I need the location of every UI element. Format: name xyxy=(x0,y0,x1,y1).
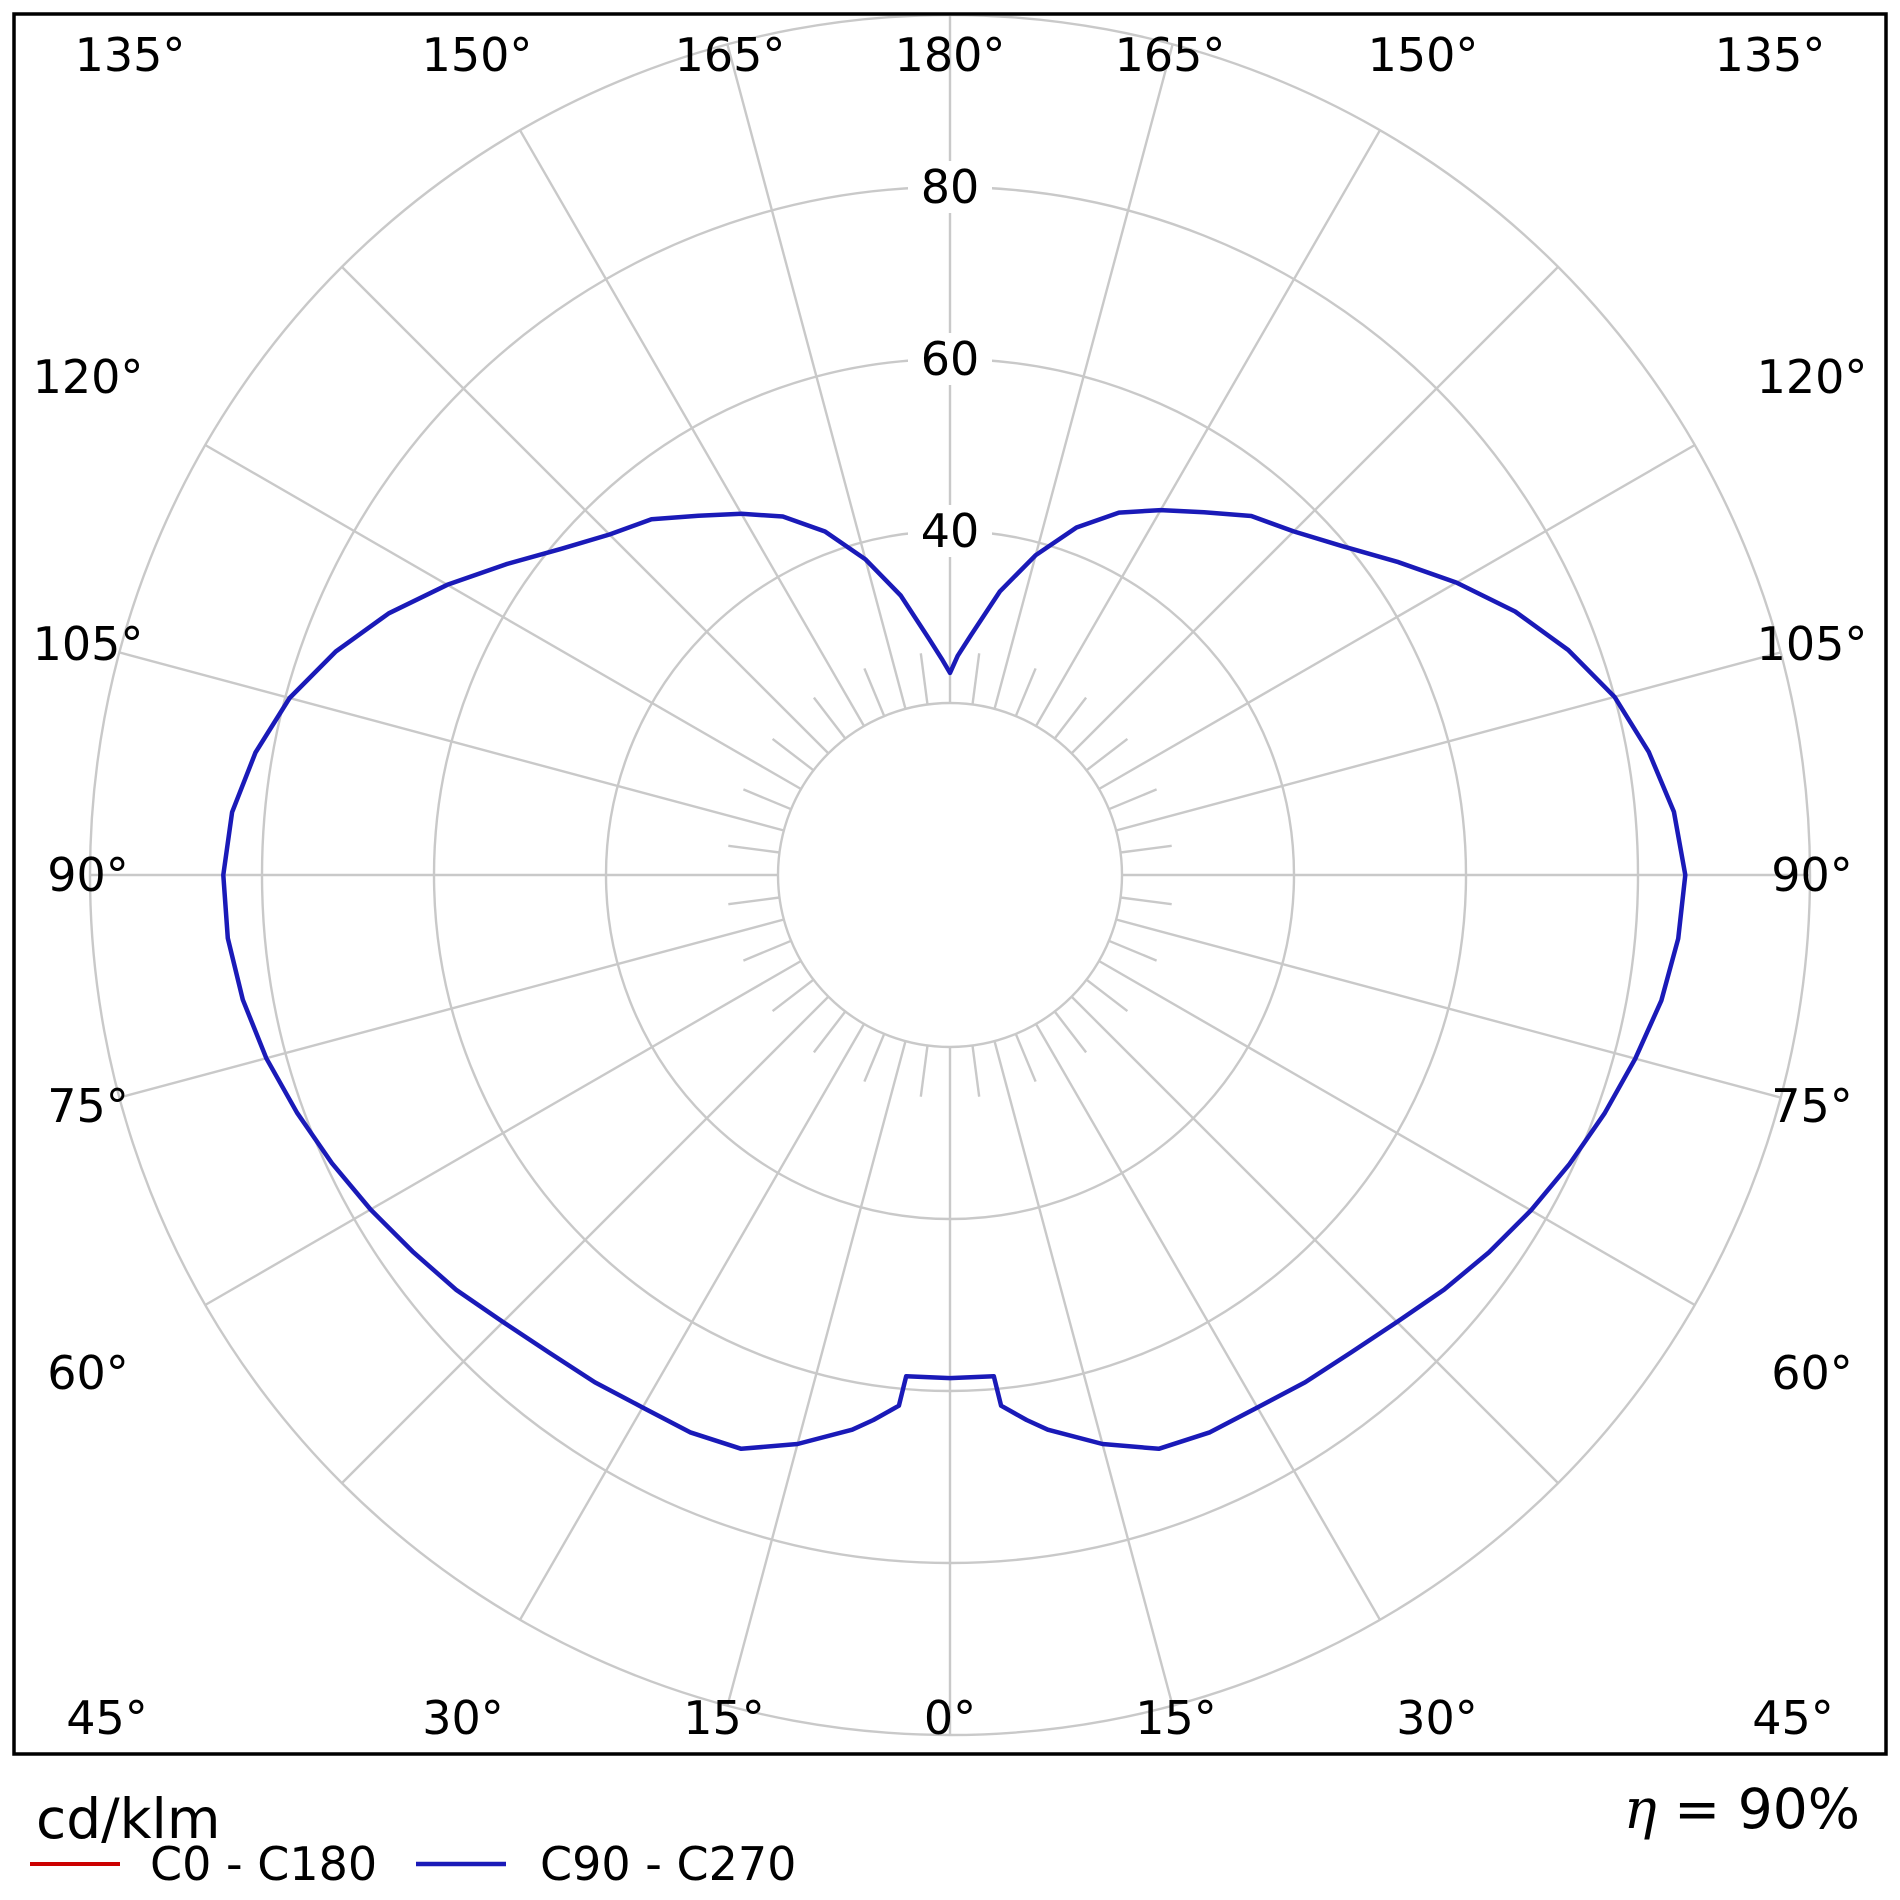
grid-ray xyxy=(726,1040,907,1707)
grid-ray xyxy=(341,266,830,755)
grid-ray-minor xyxy=(1053,1010,1088,1054)
grid-ray-minor xyxy=(971,653,981,705)
angle-label-90°: 90° xyxy=(47,848,129,902)
grid-ray-minor xyxy=(919,1045,929,1097)
grid-ray-minor xyxy=(1014,1033,1037,1083)
grid-ray xyxy=(118,651,785,832)
grid-ray xyxy=(1115,918,1782,1099)
grid-ray-minor xyxy=(728,844,780,854)
grid-ray xyxy=(993,1040,1174,1707)
angle-label-60°: 60° xyxy=(47,1346,129,1400)
angle-label-180°: 180° xyxy=(895,28,1006,82)
legend-label-c0-c180: C0 - C180 xyxy=(150,1837,377,1891)
plot-border xyxy=(12,12,1888,1756)
efficiency-label: η = 90% xyxy=(1624,1777,1860,1841)
grid-ray-minor xyxy=(1085,978,1129,1013)
angle-label-45°: 45° xyxy=(1752,1691,1834,1745)
angle-label-75°: 75° xyxy=(1771,1079,1853,1133)
eta-symbol: η xyxy=(1624,1777,1657,1841)
grid-ray-minor xyxy=(1120,896,1172,906)
grid-ray-minor xyxy=(1108,939,1158,962)
grid-ray-minor xyxy=(1053,696,1088,740)
grid-ray xyxy=(993,43,1174,710)
grid-ray xyxy=(1115,651,1782,832)
angle-label-150°: 150° xyxy=(1368,28,1479,82)
angle-label-105°: 105° xyxy=(1757,617,1868,671)
grid-ray-minor xyxy=(728,896,780,906)
tick-label-mask xyxy=(908,161,992,213)
angle-label-30°: 30° xyxy=(422,1691,504,1745)
grid-ray xyxy=(118,918,785,1099)
grid-ray xyxy=(341,995,830,1484)
angle-label-90°: 90° xyxy=(1771,848,1853,902)
grid-ray-minor xyxy=(971,1045,981,1097)
angle-label-165°: 165° xyxy=(1115,28,1226,82)
radial-tick-label-60: 60 xyxy=(921,332,980,386)
units-label: cd/klm xyxy=(36,1787,220,1851)
grid-ray-minor xyxy=(742,939,792,962)
angle-label-135°: 135° xyxy=(1715,28,1826,82)
grid-ray xyxy=(726,43,907,710)
grid-ray xyxy=(1034,129,1382,727)
angle-label-60°: 60° xyxy=(1771,1346,1853,1400)
grid-ray-minor xyxy=(863,667,886,717)
radial-tick-label-40: 40 xyxy=(921,504,980,558)
angle-label-120°: 120° xyxy=(33,350,144,404)
angle-label-75°: 75° xyxy=(47,1079,129,1133)
grid-ray-minor xyxy=(812,696,847,740)
angle-label-120°: 120° xyxy=(1757,350,1868,404)
angle-label-30°: 30° xyxy=(1396,1691,1478,1745)
angle-label-165°: 165° xyxy=(675,28,786,82)
legend: C0 - C180 C90 - C270 xyxy=(30,1837,796,1891)
grid-ray xyxy=(204,443,802,791)
grid-ray xyxy=(1070,995,1559,1484)
angle-label-15°: 15° xyxy=(683,1691,765,1745)
eta-value: = 90% xyxy=(1657,1777,1860,1841)
grid-ray-minor xyxy=(1108,788,1158,811)
grid-ray-minor xyxy=(812,1010,847,1054)
radial-tick-labels: 40 60 80 xyxy=(908,160,992,558)
grid-ray-minor xyxy=(771,737,815,772)
grid-ray xyxy=(204,959,802,1307)
angle-labels: 0° 15° 15° 30° 30° 45° 45° 60° 60° 75° 75° 90° 90° 10… xyxy=(33,28,1868,1745)
angle-label-45°: 45° xyxy=(66,1691,148,1745)
curve-c90-c270 xyxy=(221,507,1688,1452)
grid-ray-minor xyxy=(1014,667,1037,717)
angle-label-15°: 15° xyxy=(1135,1691,1217,1745)
radial-tick-label-80: 80 xyxy=(921,160,980,214)
angle-label-105°: 105° xyxy=(33,617,144,671)
angle-label-135°: 135° xyxy=(75,28,186,82)
grid-ray-minor xyxy=(771,978,815,1013)
tick-label-mask xyxy=(908,333,992,385)
grid-ray xyxy=(1098,443,1696,791)
angle-label-0°: 0° xyxy=(924,1691,976,1745)
grid-ray-minor xyxy=(863,1033,886,1083)
grid-ray xyxy=(518,129,866,727)
legend-label-c90-c270: C90 - C270 xyxy=(540,1837,796,1891)
grid-ray xyxy=(1070,266,1559,755)
grid-ray-minor xyxy=(919,653,929,705)
tick-label-mask xyxy=(908,505,992,557)
grid-ray-minor xyxy=(1085,737,1129,772)
grid-ray-minor xyxy=(1120,844,1172,854)
grid-ray-minor xyxy=(742,788,792,811)
angle-label-150°: 150° xyxy=(422,28,533,82)
grid-ray xyxy=(518,1023,866,1621)
grid-ray xyxy=(1098,959,1696,1307)
curve-layer xyxy=(221,507,1688,1452)
grid-ray xyxy=(1034,1023,1382,1621)
